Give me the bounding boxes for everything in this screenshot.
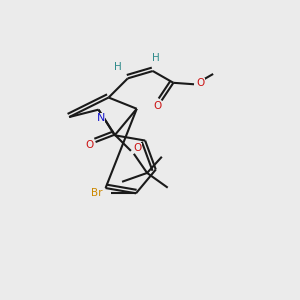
Text: H: H <box>114 62 121 72</box>
Text: O: O <box>133 143 142 153</box>
Text: O: O <box>85 140 93 150</box>
Text: H: H <box>152 53 160 63</box>
Text: N: N <box>97 113 105 123</box>
Text: O: O <box>196 78 205 88</box>
Text: Br: Br <box>91 188 103 198</box>
Text: O: O <box>153 101 161 111</box>
